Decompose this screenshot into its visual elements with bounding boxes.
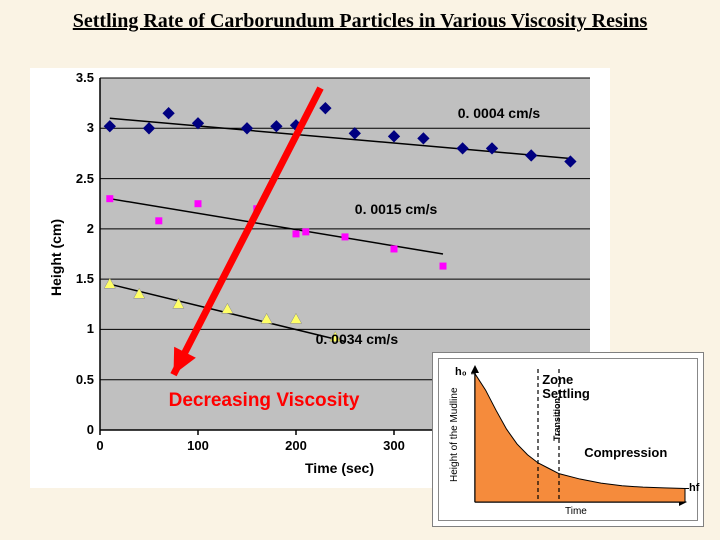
y-tick-label: 2.5 bbox=[54, 171, 94, 186]
inset-hf-label: hf bbox=[689, 482, 699, 494]
inset-x-axis-label: Time bbox=[565, 506, 587, 517]
inset-compression-label: Compression bbox=[584, 445, 667, 460]
y-tick-label: 1 bbox=[54, 321, 94, 336]
x-tick-label: 200 bbox=[276, 438, 316, 453]
inset-chart: h₀ hf Zone Settling Compression Transition He… bbox=[432, 352, 704, 527]
rate-label: 0. 0034 cm/s bbox=[316, 331, 399, 347]
x-tick-label: 300 bbox=[374, 438, 414, 453]
y-axis-label: Height (cm) bbox=[48, 219, 64, 296]
rate-label: 0. 0015 cm/s bbox=[355, 201, 438, 217]
page-title: Settling Rate of Carborundum Particles i… bbox=[0, 10, 720, 33]
y-tick-label: 3 bbox=[54, 120, 94, 135]
y-tick-label: 3.5 bbox=[54, 70, 94, 85]
decreasing-viscosity-label: Decreasing Viscosity bbox=[169, 390, 360, 412]
x-tick-label: 100 bbox=[178, 438, 218, 453]
y-tick-label: 0 bbox=[54, 422, 94, 437]
y-tick-label: 0.5 bbox=[54, 372, 94, 387]
rate-label: 0. 0004 cm/s bbox=[458, 105, 541, 121]
x-tick-label: 0 bbox=[80, 438, 120, 453]
inset-h0-label: h₀ bbox=[455, 366, 467, 378]
inset-y-axis-label: Height of the Mudline bbox=[449, 387, 460, 482]
inset-transition-label: Transition bbox=[552, 398, 562, 441]
inset-zone-settling-label: Zone Settling bbox=[542, 373, 612, 401]
x-axis-label: Time (sec) bbox=[305, 460, 374, 476]
